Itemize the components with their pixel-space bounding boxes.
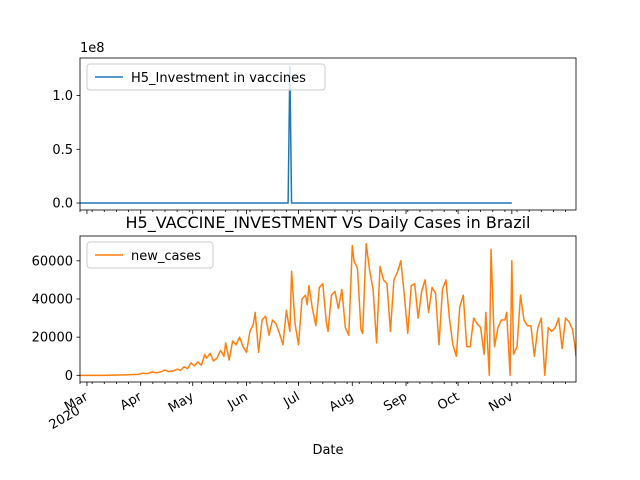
investment-axes-frame: [79, 57, 577, 211]
chart-title: H5_VACCINE_INVESTMENT VS Daily Cases in …: [125, 213, 530, 233]
investment-y-offset-label: 1e8: [80, 41, 105, 56]
x-tick-label: May: [166, 389, 197, 416]
y-tick-label: 60000: [32, 254, 73, 269]
investment-legend: H5_Investment in vaccines: [86, 63, 326, 91]
x-tick-label: Jul: [281, 389, 303, 410]
x-tick-label: Apr: [118, 389, 146, 414]
x-tick-label: Oct: [435, 389, 462, 413]
series-line-new-cases: [80, 242, 576, 377]
y-tick-label: 40000: [32, 292, 73, 307]
y-tick-label: 0: [65, 369, 73, 384]
x-tick-label: Jun: [225, 389, 251, 413]
y-tick-label: 0.5: [52, 143, 73, 158]
legend-box: [86, 241, 214, 269]
legend-label: H5_Investment in vaccines: [131, 71, 306, 86]
y-tick-label: 1.0: [52, 89, 73, 104]
y-tick-label: 0.0: [52, 197, 73, 212]
legend-label: new_cases: [131, 249, 201, 264]
x-tick-label: Nov: [486, 389, 516, 415]
cases-legend: new_cases: [86, 241, 214, 269]
x-tick-label: Sep: [381, 389, 410, 414]
x-tick-label: Aug: [327, 389, 356, 415]
x-axis-label: Date: [312, 443, 343, 458]
investment-axes: 0.0 0.5 1.0 1e8 H5_Investment in vaccines: [52, 41, 577, 214]
y-tick-label: 20000: [32, 331, 73, 346]
legend-box: [86, 63, 326, 91]
cases-axes-frame: [79, 235, 577, 383]
